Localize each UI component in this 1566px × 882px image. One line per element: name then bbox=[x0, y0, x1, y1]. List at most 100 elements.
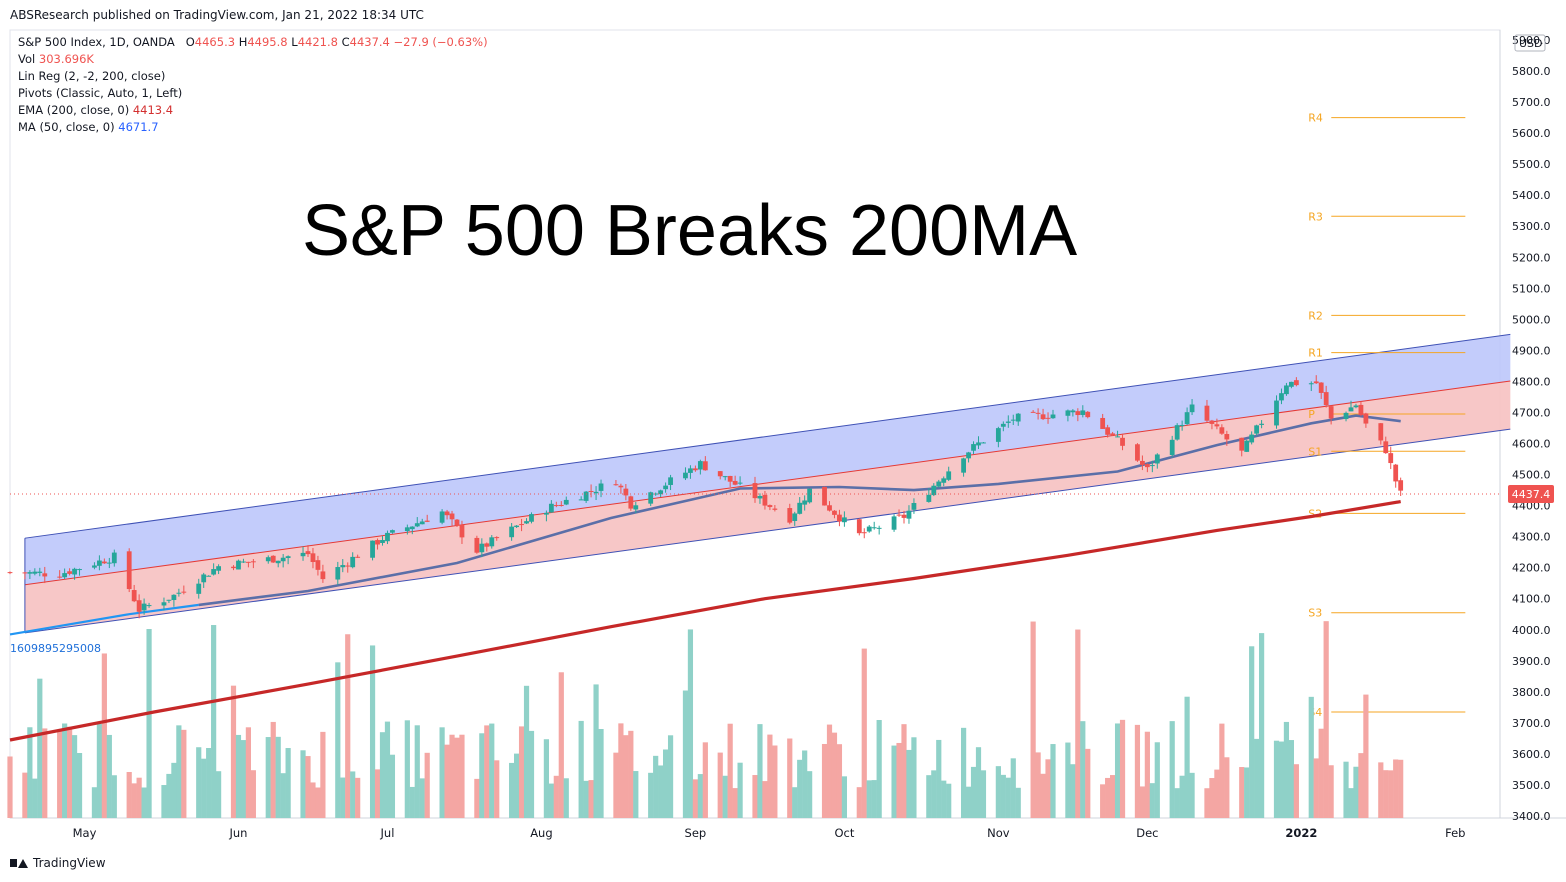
y-tick-label: 4100.0 bbox=[1512, 593, 1551, 606]
legend-volume-row[interactable]: Vol 303.696K bbox=[18, 51, 488, 68]
candle-body bbox=[246, 561, 251, 563]
candle-body bbox=[32, 571, 38, 574]
candle-body bbox=[1398, 480, 1404, 491]
candle-body bbox=[792, 513, 798, 521]
volume-bar bbox=[797, 759, 803, 818]
y-tick-label: 5200.0 bbox=[1512, 251, 1551, 264]
candle-body bbox=[906, 510, 912, 519]
volume-bar bbox=[111, 775, 117, 818]
x-tick-label: 2022 bbox=[1285, 826, 1317, 840]
candle-body bbox=[171, 594, 177, 601]
volume-bar bbox=[171, 762, 177, 818]
candle-body bbox=[285, 556, 291, 559]
volume-bar bbox=[509, 762, 515, 818]
volume-bar bbox=[240, 740, 247, 818]
candle-body bbox=[390, 530, 395, 533]
candle-body bbox=[1308, 383, 1314, 385]
volume-bar bbox=[861, 648, 867, 818]
volume-bar bbox=[543, 739, 549, 818]
volume-bar bbox=[1239, 767, 1245, 818]
candle-body bbox=[553, 505, 559, 507]
volume-bar bbox=[270, 721, 276, 818]
volume-bar bbox=[787, 738, 793, 818]
volume-bar bbox=[836, 744, 843, 818]
legend-pivots-row[interactable]: Pivots (Classic, Auto, 1, Left) bbox=[18, 85, 488, 102]
candle-body bbox=[832, 510, 837, 515]
candle-body bbox=[1244, 440, 1250, 452]
candle-body bbox=[37, 571, 43, 573]
y-tick-label: 5900.0 bbox=[1512, 34, 1551, 47]
volume-bar bbox=[1144, 731, 1150, 818]
candle-body bbox=[688, 468, 693, 473]
volume-bar bbox=[970, 766, 977, 818]
candle-body bbox=[22, 572, 28, 574]
chart-canvas[interactable]: 3400.0 3500.0 3600.0 3700.0 3800.0 3900.0 4000… bbox=[0, 0, 1566, 850]
y-tick-label: 3400.0 bbox=[1512, 810, 1551, 823]
volume-bar bbox=[593, 684, 599, 818]
volume-bar bbox=[1209, 778, 1215, 818]
volume-bar bbox=[946, 783, 952, 818]
y-tick-label: 5000.0 bbox=[1512, 313, 1551, 326]
candle-body bbox=[414, 523, 420, 527]
symbol-name[interactable]: S&P 500 Index, 1D, OANDA bbox=[18, 35, 175, 49]
volume-bar bbox=[280, 773, 286, 818]
tradingview-brand[interactable]: TradingView bbox=[10, 856, 106, 870]
candle-body bbox=[97, 560, 102, 566]
candle-body bbox=[1110, 433, 1115, 436]
legend-linreg-row[interactable]: Lin Reg (2, -2, 200, close) bbox=[18, 68, 488, 85]
volume-bar bbox=[42, 728, 48, 818]
candle-body bbox=[1035, 412, 1041, 414]
volume-bar bbox=[722, 775, 728, 818]
candle-body bbox=[305, 551, 311, 555]
volume-bar bbox=[230, 685, 237, 818]
ohlc-high: 4495.8 bbox=[247, 35, 288, 49]
ema-value: 4413.4 bbox=[132, 103, 174, 117]
volume-bar bbox=[444, 744, 450, 818]
volume-bar bbox=[1070, 764, 1076, 818]
volume-bar bbox=[1110, 775, 1116, 818]
y-tick-label: 4300.0 bbox=[1512, 531, 1551, 544]
candle-body bbox=[752, 483, 758, 499]
candle-body bbox=[1184, 412, 1190, 425]
candle-body bbox=[563, 499, 569, 505]
ma-value: 4671.7 bbox=[118, 120, 159, 134]
currency-box bbox=[1514, 34, 1546, 52]
candle-body bbox=[1149, 465, 1155, 467]
legend-ma-row[interactable]: MA (50, close, 0) 4671.7 bbox=[18, 119, 488, 136]
volume-bar bbox=[1075, 629, 1081, 818]
candle-body bbox=[1358, 404, 1364, 416]
volume-bar bbox=[901, 724, 907, 818]
volume-bar bbox=[1189, 772, 1195, 818]
candle-body bbox=[613, 484, 619, 486]
volume-bar bbox=[166, 773, 172, 818]
candle-body bbox=[146, 605, 152, 607]
ohlc-high-label: H bbox=[238, 35, 248, 49]
candle-body bbox=[524, 521, 529, 524]
candle-body bbox=[106, 562, 112, 564]
candle-body bbox=[1249, 434, 1255, 443]
publisher-header: ABSResearch published on TradingView.com… bbox=[10, 8, 424, 22]
volume-bar bbox=[687, 629, 694, 818]
volume-bar bbox=[1119, 719, 1126, 818]
legend-symbol-row[interactable]: S&P 500 Index, 1D, OANDA O4465.3 H4495.8… bbox=[18, 34, 488, 51]
candle-body bbox=[598, 483, 604, 491]
candle-body bbox=[772, 508, 778, 510]
legend-ema-row[interactable]: EMA (200, close, 0) 4413.4 bbox=[18, 102, 488, 119]
chart-legend: S&P 500 Index, 1D, OANDA O4465.3 H4495.8… bbox=[18, 34, 488, 136]
ohlc-close: 4437.4 bbox=[349, 35, 390, 49]
volume-value: 303.696K bbox=[38, 52, 94, 66]
volume-bar bbox=[454, 737, 460, 818]
left-edge-value: 1609895295008 bbox=[10, 642, 101, 655]
candle-body bbox=[111, 552, 117, 564]
candle-body bbox=[1080, 410, 1086, 415]
candle-body bbox=[355, 556, 361, 558]
candle-body bbox=[454, 519, 460, 526]
volume-bar bbox=[588, 780, 594, 818]
candle-body bbox=[1000, 423, 1006, 427]
candle-body bbox=[1040, 414, 1046, 420]
volume-bar bbox=[931, 770, 937, 818]
y-tick-label: 3700.0 bbox=[1512, 717, 1551, 730]
volume-bar bbox=[821, 743, 828, 818]
volume-bar bbox=[1015, 787, 1021, 818]
volume-bar bbox=[1244, 767, 1250, 818]
